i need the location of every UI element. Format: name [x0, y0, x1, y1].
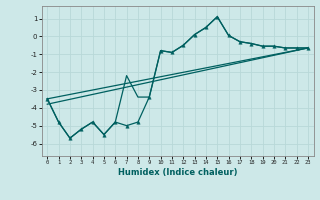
X-axis label: Humidex (Indice chaleur): Humidex (Indice chaleur) — [118, 168, 237, 177]
